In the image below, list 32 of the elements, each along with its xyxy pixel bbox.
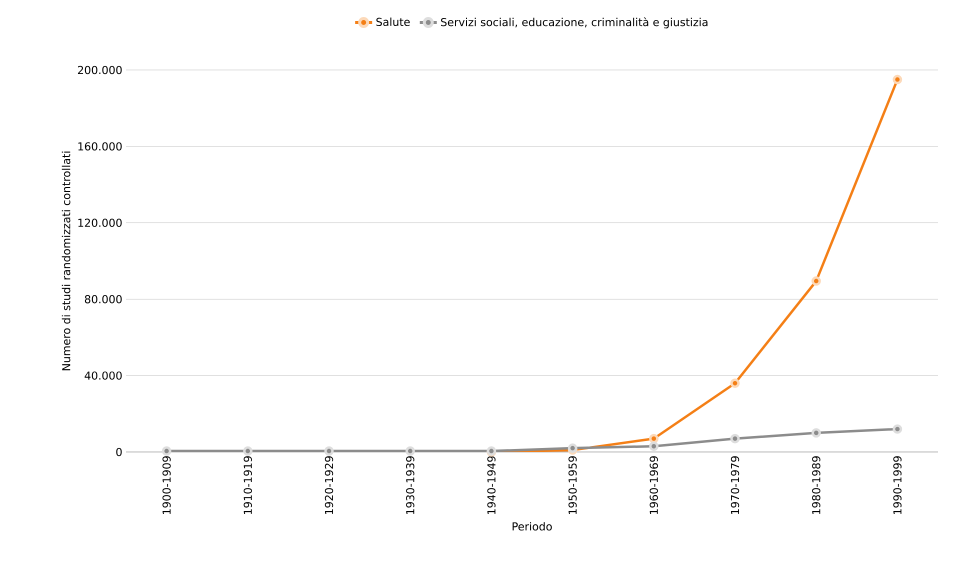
point: [892, 424, 902, 434]
point: [649, 442, 659, 451]
x-axis-title: Periodo: [512, 522, 552, 531]
y-tick-label: 40.000: [84, 371, 122, 380]
point: [811, 276, 821, 286]
point: [892, 74, 902, 84]
x-tick-label: 1950-1959: [568, 456, 577, 514]
y-tick-label: 200.000: [78, 66, 122, 74]
point: [405, 446, 415, 456]
point: [162, 446, 172, 456]
y-tick-label: 160.000: [78, 142, 122, 151]
point: [730, 378, 740, 388]
x-tick-label: 1920-1929: [324, 456, 334, 514]
x-tick-label: 1940-1949: [487, 456, 496, 514]
x-tick-label: 1930-1939: [406, 456, 414, 514]
point: [649, 434, 659, 444]
y-axis-title: Numero di studi randomizzati controllati: [62, 152, 70, 370]
x-tick-label: 1990-1999: [893, 456, 902, 514]
y-tick-label: 120.000: [78, 218, 122, 227]
point: [324, 446, 334, 456]
x-tick-label: 1980-1989: [812, 456, 820, 514]
x-tick-label: 1910-1919: [244, 456, 252, 514]
y-tick-label: 0: [116, 448, 122, 456]
x-tick-label: 1960-1969: [650, 456, 658, 514]
legend-label: Servizi sociali, educazione, criminalità e giustizia: [441, 17, 708, 28]
point: [730, 434, 740, 444]
point: [243, 446, 253, 456]
x-tick-label: 1900-1909: [162, 456, 171, 514]
legend-label: Salute: [376, 18, 410, 26]
x-tick-label: 1970-1979: [730, 456, 740, 514]
y-tick-label: 80.000: [84, 295, 122, 304]
point: [811, 428, 821, 438]
